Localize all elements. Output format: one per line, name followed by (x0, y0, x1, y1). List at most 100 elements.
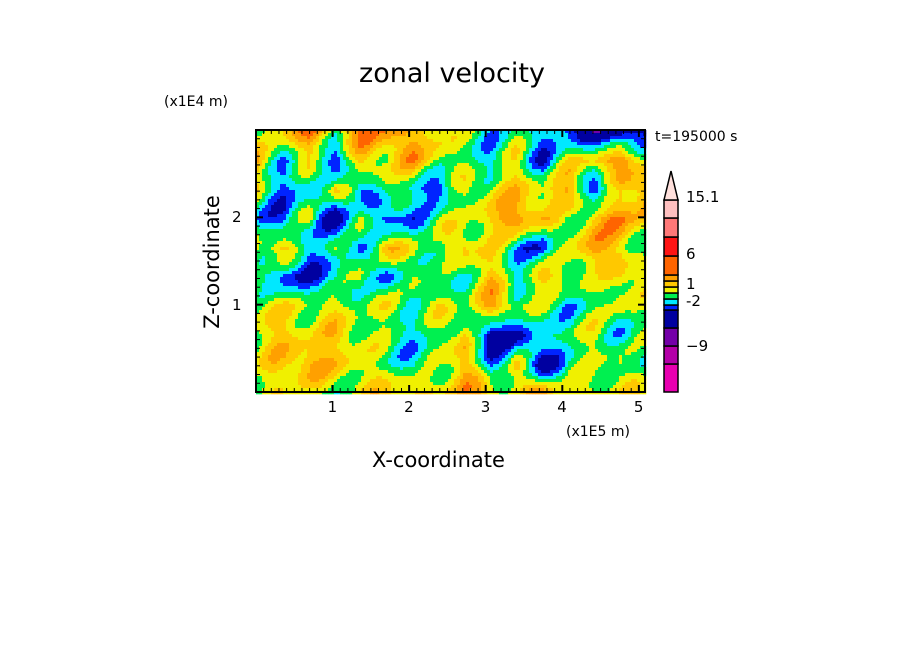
contour-cell (403, 229, 407, 233)
contour-cell (532, 223, 536, 227)
contour-cell (487, 205, 491, 209)
contour-cell (523, 136, 527, 140)
contour-cell (601, 223, 605, 227)
contour-cell (355, 196, 359, 200)
contour-cell (523, 199, 527, 203)
contour-cell (385, 136, 389, 140)
contour-cell (580, 136, 584, 140)
contour-cell (397, 181, 401, 185)
contour-cell (475, 133, 479, 137)
contour-cell (325, 187, 329, 191)
contour-cell (583, 169, 587, 173)
contour-cell (583, 142, 587, 146)
contour-cell (583, 133, 587, 137)
contour-cell (295, 181, 299, 185)
contour-cell (496, 229, 500, 233)
contour-cell (313, 223, 317, 227)
contour-cell (538, 238, 542, 242)
contour-cell (616, 187, 620, 191)
contour-cell (496, 205, 500, 209)
contour-cell (493, 181, 497, 185)
contour-cell (403, 235, 407, 239)
contour-cell (466, 190, 470, 194)
contour-cell (535, 184, 539, 188)
contour-cell (607, 157, 611, 161)
contour-cell (589, 151, 593, 155)
contour-cell (319, 214, 323, 218)
contour-cell (406, 241, 410, 245)
contour-cell (394, 244, 398, 248)
contour-cell (361, 226, 365, 230)
contour-cell (373, 148, 377, 152)
contour-cell (283, 157, 287, 161)
contour-cell (628, 178, 632, 182)
contour-cell (379, 142, 383, 146)
contour-cell (259, 151, 263, 155)
contour-cell (472, 202, 476, 206)
contour-cell (460, 220, 464, 224)
contour-cell (277, 202, 281, 206)
contour-cell (556, 241, 560, 245)
contour-cell (430, 208, 434, 212)
contour-cell (559, 166, 563, 170)
contour-cell (343, 151, 347, 155)
contour-cell (472, 190, 476, 194)
contour-cell (355, 157, 359, 161)
contour-cell (331, 136, 335, 140)
contour-cell (349, 178, 353, 182)
contour-cell (292, 244, 296, 248)
contour-cell (550, 199, 554, 203)
contour-cell (415, 223, 419, 227)
contour-cell (469, 157, 473, 161)
contour-cell (538, 241, 542, 245)
contour-cell (610, 130, 614, 134)
contour-cell (370, 244, 374, 248)
contour-cell (334, 160, 338, 164)
contour-cell (574, 238, 578, 242)
contour-cell (277, 208, 281, 212)
contour-cell (526, 199, 530, 203)
contour-cell (592, 214, 596, 218)
contour-cell (526, 172, 530, 176)
contour-cell (337, 241, 341, 245)
contour-cell (394, 151, 398, 155)
contour-cell (598, 163, 602, 167)
contour-cell (343, 214, 347, 218)
contour-cell (580, 193, 584, 197)
contour-cell (628, 226, 632, 230)
contour-cell (325, 160, 329, 164)
contour-cell (346, 184, 350, 188)
contour-cell (337, 181, 341, 185)
contour-cell (589, 175, 593, 179)
contour-cell (454, 130, 458, 134)
contour-cell (421, 217, 425, 221)
contour-cell (277, 199, 281, 203)
contour-cell (349, 223, 353, 227)
contour-cell (601, 241, 605, 245)
contour-cell (352, 202, 356, 206)
contour-cell (355, 235, 359, 239)
contour-cell (307, 226, 311, 230)
contour-cell (451, 238, 455, 242)
contour-cell (274, 205, 278, 209)
contour-cell (304, 166, 308, 170)
contour-cell (529, 142, 533, 146)
contour-cell (310, 148, 314, 152)
contour-cell (487, 163, 491, 167)
contour-cell (364, 205, 368, 209)
contour-cell (331, 244, 335, 248)
contour-cell (583, 199, 587, 203)
contour-cell (265, 241, 269, 245)
contour-cell (610, 232, 614, 236)
contour-cell (307, 235, 311, 239)
contour-cell (385, 169, 389, 173)
contour-cell (289, 211, 293, 215)
contour-cell (532, 139, 536, 143)
contour-cell (637, 208, 641, 212)
contour-cell (415, 205, 419, 209)
contour-cell (334, 193, 338, 197)
contour-cell (469, 148, 473, 152)
contour-cell (637, 214, 641, 218)
contour-cell (601, 154, 605, 158)
contour-cell (424, 205, 428, 209)
